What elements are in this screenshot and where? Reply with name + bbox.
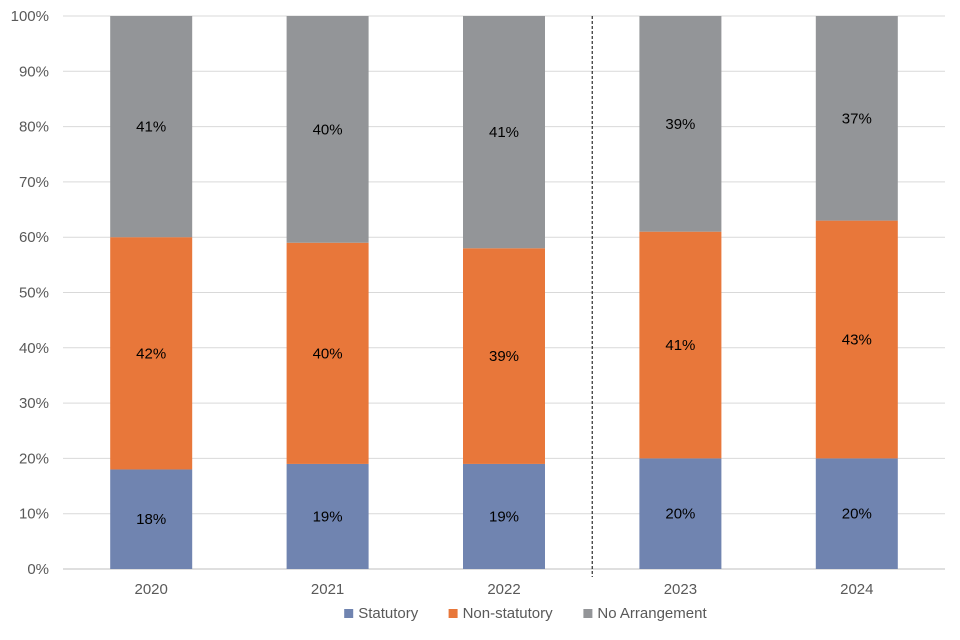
legend-swatch-statutory	[344, 609, 354, 618]
y-tick-label: 70%	[19, 174, 49, 191]
x-tick-label: 2021	[311, 581, 344, 598]
bar-segment-statutory-2023	[639, 458, 722, 569]
data-label: 41%	[136, 119, 166, 136]
y-tick-label: 80%	[19, 119, 49, 136]
data-label: 42%	[136, 345, 166, 362]
data-label: 41%	[665, 337, 695, 354]
y-tick-label: 30%	[19, 395, 49, 412]
legend-label: Statutory	[358, 605, 419, 622]
x-tick-label: 2020	[135, 581, 168, 598]
bar-segment-statutory-2022	[463, 463, 545, 569]
bar-segment-non-statutory-2022	[463, 248, 545, 464]
y-tick-label: 0%	[27, 561, 49, 578]
bar-segment-non-statutory-2024	[815, 220, 898, 459]
bar-segment-statutory-2021	[286, 463, 369, 569]
y-tick-label: 50%	[19, 285, 49, 302]
bar-segment-non-statutory-2020	[110, 237, 193, 470]
y-tick-label: 100%	[11, 8, 49, 25]
y-tick-label: 60%	[19, 229, 49, 246]
data-label: 43%	[842, 332, 872, 349]
legend-label: No Arrangement	[597, 605, 707, 622]
legend-swatch-non-statutory	[448, 609, 458, 618]
bar-segment-non-statutory-2023	[639, 231, 722, 459]
data-label: 19%	[313, 508, 343, 525]
bar-segment-non-statutory-2021	[286, 242, 369, 464]
legend-label: Non-statutory	[463, 605, 554, 622]
x-tick-label: 2022	[487, 581, 520, 598]
y-tick-label: 10%	[19, 506, 49, 523]
y-tick-label: 20%	[19, 450, 49, 467]
x-tick-label: 2024	[840, 581, 873, 598]
data-label: 40%	[313, 121, 343, 138]
bar-segment-no-arrangement-2022	[463, 16, 545, 249]
data-label: 19%	[489, 508, 519, 525]
bar-segment-no-arrangement-2020	[110, 16, 193, 238]
bar-segment-no-arrangement-2024	[815, 16, 898, 221]
data-label: 18%	[136, 511, 166, 528]
x-tick-label: 2023	[664, 581, 697, 598]
bar-segment-no-arrangement-2023	[639, 16, 722, 232]
legend-swatch-no-arrangement	[583, 609, 593, 618]
data-label: 39%	[665, 116, 695, 133]
data-label: 20%	[842, 506, 872, 523]
y-tick-label: 40%	[19, 340, 49, 357]
data-label: 20%	[665, 506, 695, 523]
bar-segment-no-arrangement-2021	[286, 16, 369, 243]
y-tick-label: 90%	[19, 63, 49, 80]
bar-segment-statutory-2024	[815, 458, 898, 569]
data-label: 40%	[313, 345, 343, 362]
data-label: 41%	[489, 124, 519, 141]
data-label: 37%	[842, 110, 872, 127]
data-label: 39%	[489, 348, 519, 365]
bar-segment-statutory-2020	[110, 469, 193, 569]
